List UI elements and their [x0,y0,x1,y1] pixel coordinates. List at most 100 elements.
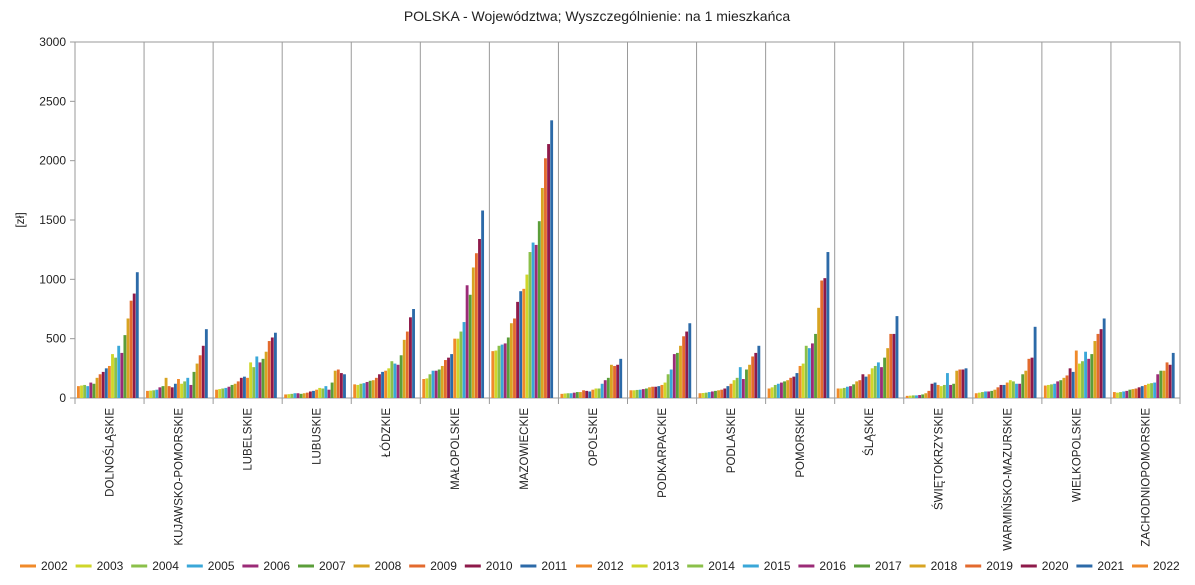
bar [1002,384,1006,398]
bar [688,323,692,398]
legend-entry: 2004 [152,559,179,573]
category-label: WARMIŃSKO-MAZURSKIE [1001,408,1014,551]
bar [883,357,887,398]
bar [1021,374,1025,398]
bar [563,393,567,398]
y-tick-label: 1000 [39,272,66,286]
bar [1077,363,1081,398]
bar [1099,329,1103,398]
bar [588,391,592,398]
bar [1125,390,1129,398]
bar [1056,381,1060,398]
bar [450,354,454,398]
bar [915,395,918,398]
bar [685,331,689,398]
bar [453,338,457,398]
bar [402,339,406,398]
bar [1068,368,1072,398]
bar [371,380,375,398]
bar [293,393,297,398]
bar [246,377,249,398]
bar [516,301,520,398]
bar [663,382,667,398]
bar [675,352,679,398]
bar [318,387,322,398]
bar [287,394,291,398]
bar [1131,389,1135,398]
bar [698,393,702,398]
y-tick-label: 1500 [39,213,66,227]
bar [657,386,661,398]
bar [330,382,334,398]
legend-entry: 2006 [263,559,290,573]
bar [745,369,748,398]
bar [1140,386,1144,398]
bar [152,390,156,398]
legend-entry: 2017 [875,559,902,573]
bar [704,392,708,398]
bar [447,357,450,398]
bar [111,354,114,398]
bar [864,376,868,398]
legend-entry: 2020 [1042,559,1069,573]
bar [135,272,139,398]
bar [491,351,495,398]
bar [92,383,96,398]
bar [550,120,554,398]
bar [387,368,391,398]
bar [606,377,610,398]
bar [1159,370,1163,398]
bar [1156,374,1160,398]
bar [528,252,532,398]
bar [741,379,745,398]
bar [579,392,582,398]
bar [249,362,253,398]
bar [264,351,268,398]
bar [456,338,460,398]
legend-entry: 2016 [819,559,846,573]
bar [814,333,817,398]
bar [786,380,790,398]
bar [930,383,934,398]
bar [80,385,83,398]
bar [1018,383,1022,398]
bar [353,384,357,398]
bar [327,389,331,398]
bar [399,355,403,398]
bar [933,382,937,398]
category-label: ŁÓDZKIE [380,408,393,458]
bar [911,395,915,398]
legend-entry: 2008 [375,559,402,573]
bar [167,386,171,398]
bar [955,370,959,398]
bar [255,356,259,398]
bar [1147,383,1150,398]
bar [651,386,655,398]
bar [616,364,620,398]
bar [221,388,225,398]
bar [98,374,102,398]
bar [333,370,337,398]
bar [867,374,871,398]
bar [261,358,265,398]
bar [1090,354,1094,398]
bar [635,389,639,398]
bar [290,393,294,398]
bar [1065,375,1069,398]
bar [870,368,874,398]
bar [343,374,346,398]
bar [126,318,130,398]
bar [905,395,909,398]
bar [849,386,852,398]
bar [738,367,742,398]
bar [654,386,658,398]
bar [619,358,623,398]
bar [132,293,136,398]
bar [233,383,237,398]
bar [324,386,328,398]
bar [299,393,303,398]
bar [104,368,108,398]
bar [977,392,981,398]
bar [939,386,943,398]
bar [789,377,793,398]
